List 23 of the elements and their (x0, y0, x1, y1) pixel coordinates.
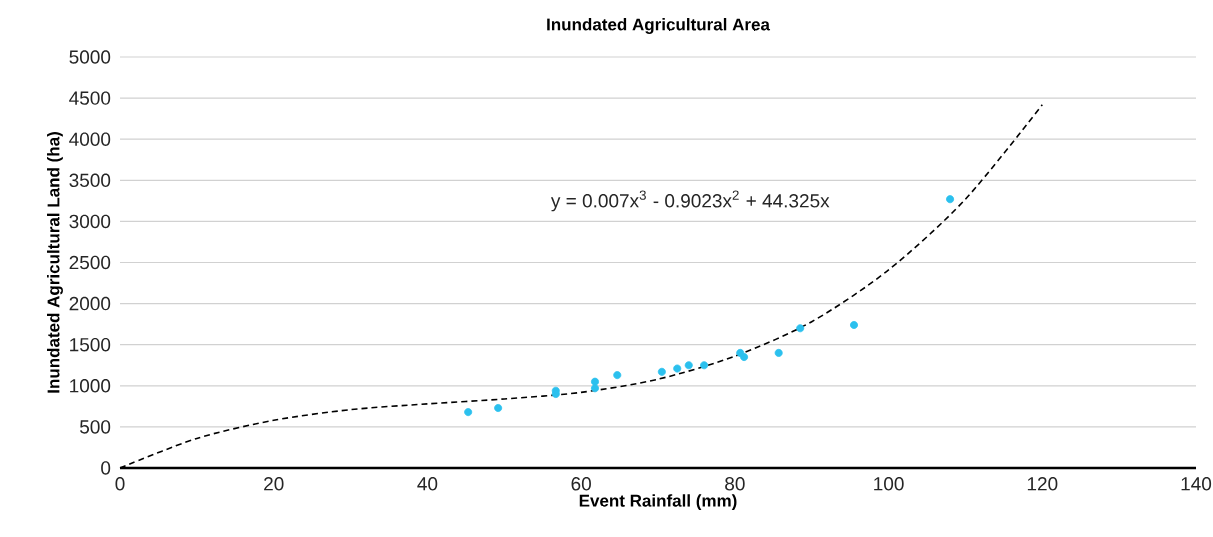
x-tick-label: 80 (725, 477, 745, 491)
x-tick-label: 100 (874, 477, 904, 491)
y-tick-label: 2500 (69, 255, 111, 270)
x-tick-label: 0 (115, 477, 125, 491)
x-tick-label: 140 (1181, 477, 1212, 491)
y-tick-label: 1500 (70, 337, 111, 352)
x-tick-label: 40 (417, 477, 438, 491)
y-tick-label: 0 (101, 461, 111, 475)
y-axis-title: Inundated Agricultural Land (ha) (47, 132, 63, 393)
x-tick-label: 120 (1027, 477, 1058, 491)
chart-title: Inundated Agricultural Area (547, 18, 771, 34)
x-axis-title: Event Rainfall (mm) (579, 494, 737, 511)
y-tick-label: 500 (80, 420, 111, 434)
annotation: y = 0.007x$^{3}$ - 0.9023x$^{2}$ + 44.325x (550, 190, 830, 212)
x-tick-label: 60 (571, 477, 591, 491)
y-tick-label: 3000 (69, 214, 111, 229)
x-tick-label: 20 (264, 477, 284, 491)
y-tick-label: 4000 (69, 132, 111, 146)
y-tick-label: 2000 (69, 296, 111, 311)
y-tick-label: 1000 (70, 379, 111, 393)
y-tick-label: 3500 (69, 173, 111, 188)
y-tick-label: 5000 (69, 50, 111, 64)
y-tick-label: 4500 (69, 91, 111, 105)
